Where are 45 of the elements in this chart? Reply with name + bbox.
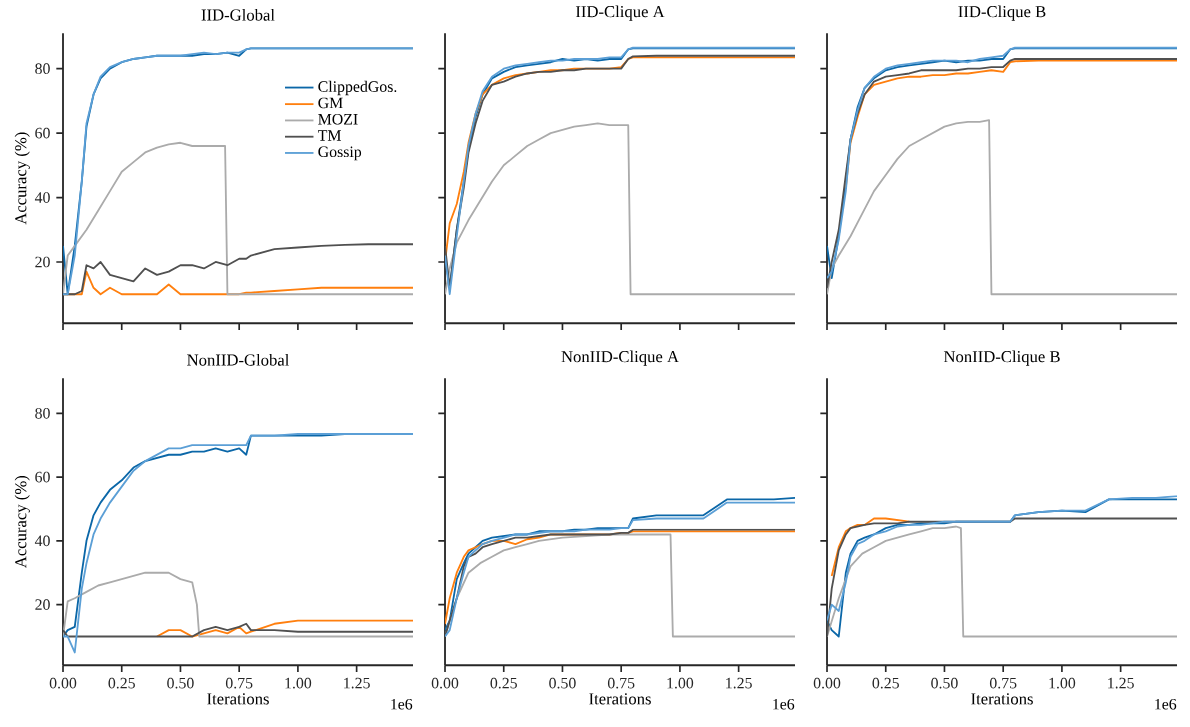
- x-tick-label: 0.25: [872, 677, 899, 689]
- chart-title: IID-Clique A: [575, 5, 665, 21]
- y-tick-label: 80: [35, 407, 50, 419]
- y-tick-label: 40: [34, 535, 50, 547]
- x-tick-label: 0.00: [431, 677, 459, 689]
- text: 1e6: [1155, 698, 1177, 710]
- legend-label: Gossip: [318, 146, 362, 161]
- x-tick-label: 1.00: [1049, 677, 1076, 689]
- x-axis-title: Iterations: [207, 693, 269, 705]
- legend-label: ClippedGos.: [318, 80, 397, 96]
- x-tick-label: 0.25: [108, 677, 135, 689]
- x-tick-label: 1.00: [285, 677, 312, 689]
- y-axis-title: Accuracy (%): [14, 132, 30, 225]
- x-tick-label: 1.00: [667, 677, 694, 689]
- text: 1e6: [773, 698, 795, 710]
- y-tick-label: 20: [35, 256, 50, 268]
- legend-label: MOZI: [318, 113, 358, 125]
- x-tick-label: 0.25: [490, 677, 517, 689]
- y-tick-label: 40: [34, 192, 50, 203]
- chart-title: NonIID-Clique B: [943, 350, 1060, 366]
- x-tick-label: 0.75: [225, 677, 253, 689]
- x-axis-title: Iterations: [971, 693, 1033, 705]
- chart-title: IID-Clique B: [958, 5, 1046, 21]
- y-tick-label: 80: [35, 63, 50, 74]
- chart-title: NonIID-Clique A: [561, 350, 679, 366]
- x-tick-label: 1.25: [1108, 677, 1134, 689]
- y-tick-label: 60: [35, 127, 50, 139]
- x-tick-label: 0.75: [607, 677, 635, 689]
- x-tick-label: 1.25: [344, 677, 370, 689]
- y-axis-title: Accuracy (%): [14, 475, 30, 568]
- x-tick-label: 0.00: [49, 677, 77, 689]
- text: 1e6: [391, 698, 413, 710]
- legend-label: GM: [318, 97, 343, 109]
- x-tick-label: 1.25: [726, 677, 752, 689]
- legend-label: TM: [318, 130, 342, 141]
- x-tick-label: 0.75: [989, 677, 1017, 689]
- chart-title: NonIID-Global: [187, 353, 290, 366]
- chart-title: IID-Global: [201, 8, 275, 21]
- x-tick-label: 0.50: [931, 677, 958, 689]
- y-tick-label: 20: [35, 599, 50, 610]
- x-tick-label: 0.00: [813, 677, 841, 689]
- x-tick-label: 0.50: [167, 677, 194, 689]
- x-axis-title: Iterations: [589, 693, 651, 705]
- x-tick-label: 0.50: [549, 677, 576, 689]
- y-tick-label: 60: [35, 471, 50, 483]
